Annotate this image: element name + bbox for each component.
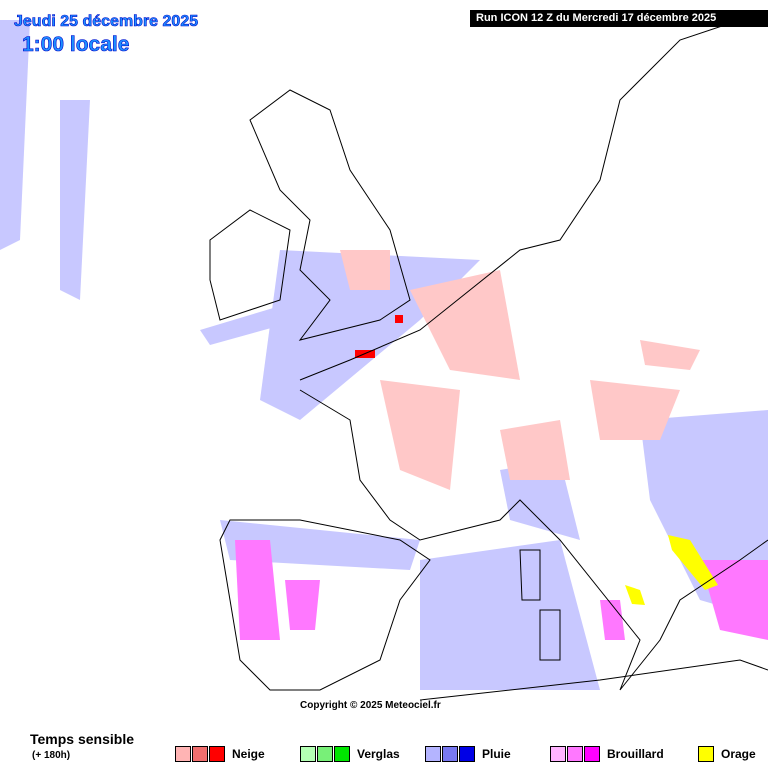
legend-item: Neige: [175, 746, 265, 762]
legend-swatch: [334, 746, 350, 762]
forecast-time: 1:00 locale: [22, 33, 130, 57]
map: [0, 19, 768, 701]
legend-swatch: [192, 746, 208, 762]
run-banner: Run ICON 12 Z du Mercredi 17 décembre 20…: [470, 10, 768, 27]
legend-swatch: [567, 746, 583, 762]
legend-swatch: [209, 746, 225, 762]
legend-swatch: [550, 746, 566, 762]
legend-swatch: [584, 746, 600, 762]
legend-label: Brouillard: [607, 747, 664, 761]
legend-swatch: [300, 746, 316, 762]
forecast-date: Jeudi 25 décembre 2025: [14, 13, 199, 31]
legend-swatch: [425, 746, 441, 762]
legend-item: Pluie: [425, 746, 511, 762]
legend-swatch: [317, 746, 333, 762]
legend-swatch: [459, 746, 475, 762]
legend-swatch: [442, 746, 458, 762]
legend-swatch: [175, 746, 191, 762]
legend-label: Verglas: [357, 747, 400, 761]
legend-item: Verglas: [300, 746, 400, 762]
legend-subtitle: (+ 180h): [32, 750, 71, 761]
copyright: Copyright © 2025 Meteociel.fr: [300, 700, 441, 711]
legend-item: Brouillard: [550, 746, 664, 762]
legend-label: Pluie: [482, 747, 511, 761]
thunderstorm-areas: [625, 535, 718, 605]
legend-item: Orage: [698, 746, 756, 762]
snow-areas: [340, 250, 700, 490]
legend-swatch: [698, 746, 714, 762]
legend-label: Neige: [232, 747, 265, 761]
fog-areas: [235, 540, 768, 640]
coastlines: [209, 19, 768, 701]
legend-title: Temps sensible: [30, 731, 135, 747]
legend-label: Orage: [721, 747, 756, 761]
